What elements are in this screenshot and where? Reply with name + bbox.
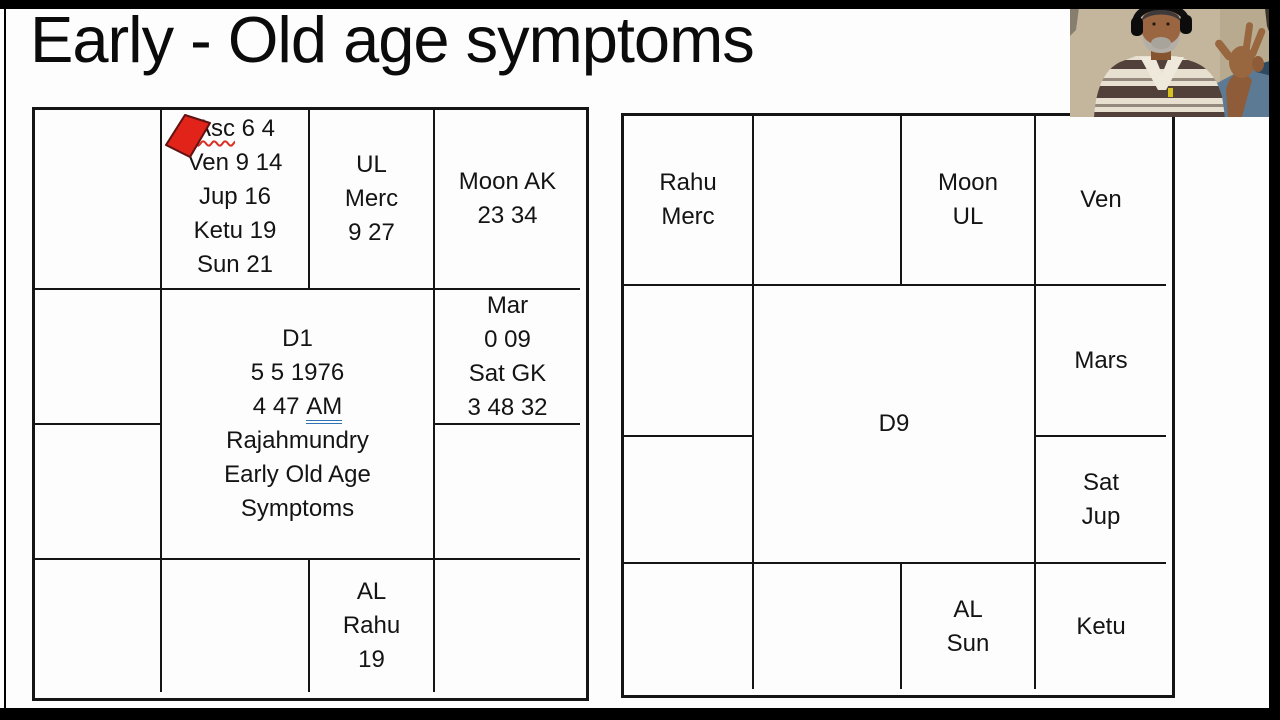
grid-line <box>900 116 902 284</box>
d1-birth-date: 5 5 1976 <box>250 359 345 386</box>
grid-line <box>433 110 435 692</box>
d1-house-al-rahu: AL Rahu 19 <box>342 578 401 673</box>
d9-navamsa-chart: Rahu Merc Moon UL Ven Mars Sat Jup AL Su… <box>621 113 1175 698</box>
grid-line <box>160 110 162 692</box>
right-edge-bar <box>1269 0 1280 720</box>
red-flag-icon <box>165 114 211 158</box>
presenter-illustration <box>1070 0 1280 117</box>
d1-house-asc: Asc 6 4 Ven 9 14 Jup 16 Ketu 19 Sun 21 <box>162 110 308 290</box>
d9-house-ketu: Ketu <box>1076 612 1126 640</box>
grid-line <box>35 423 160 425</box>
presenter-webcam <box>1070 0 1280 117</box>
d9-house-sat-jup: Sat Jup <box>1081 468 1121 530</box>
grid-line <box>1034 435 1166 437</box>
grid-line <box>624 562 1166 564</box>
grid-line <box>624 435 752 437</box>
grid-line <box>35 288 580 290</box>
d1-chart-id: D1 <box>282 325 313 352</box>
slide-title: Early - Old age symptoms <box>30 3 755 76</box>
asc-degrees: 6 4 <box>241 115 276 142</box>
grid-line <box>308 110 310 288</box>
d1-birth-place-note: Rajahmundry Early Old Age Symptoms <box>224 427 371 522</box>
d9-house-rahu-merc: Rahu Merc <box>659 169 717 230</box>
left-edge-line <box>4 0 6 720</box>
grid-line <box>1034 116 1036 689</box>
d9-house-mars: Mars <box>1074 346 1128 374</box>
birth-time-meridiem: AM <box>306 393 343 424</box>
d1-rasi-chart: Asc 6 4 Ven 9 14 Jup 16 Ketu 19 Sun 21 U… <box>32 107 589 701</box>
grid-line <box>752 116 754 689</box>
d1-house-moon: Moon AK 23 34 <box>458 168 557 229</box>
d1-birth-time: 4 47 AM <box>252 390 343 424</box>
grid-line <box>308 558 310 692</box>
d9-house-al-sun: AL Sun <box>946 595 990 657</box>
d1-center-details: D1 5 5 1976 4 47 AM Rajahmundry Early Ol… <box>162 290 433 558</box>
grid-line <box>900 562 902 689</box>
grid-line <box>624 284 1166 286</box>
d1-house-mars-saturn: Mar 0 09 Sat GK 3 48 32 <box>467 291 548 421</box>
d1-house-ul-merc: UL Merc 9 27 <box>344 151 399 246</box>
bottom-letterbox-bar <box>0 708 1280 720</box>
d9-house-moon-ul: Moon UL <box>937 169 999 230</box>
d9-house-venus: Ven <box>1080 186 1122 213</box>
d9-center-label: D9 <box>878 410 910 437</box>
grid-line <box>433 423 580 425</box>
grid-line <box>35 558 580 560</box>
d1-asc-planets: Ven 9 14 Jup 16 Ketu 19 Sun 21 <box>187 149 283 278</box>
top-letterbox-bar <box>0 0 1280 9</box>
birth-time-value: 4 47 <box>252 393 300 420</box>
